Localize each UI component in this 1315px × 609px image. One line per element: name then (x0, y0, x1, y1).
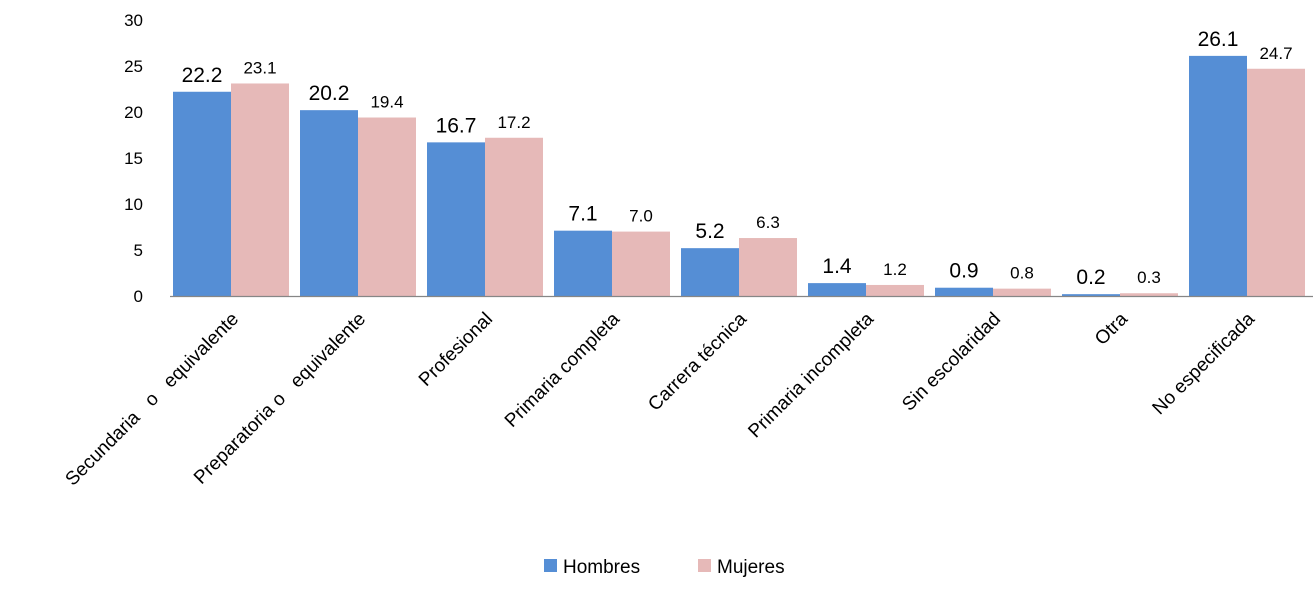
y-axis: 0 5 10 15 20 25 30 (124, 11, 143, 306)
data-label-hombres: 20.2 (309, 82, 350, 105)
bar-mujeres (1120, 293, 1178, 296)
bar-hombres (935, 287, 993, 296)
category-label: Profesional (415, 309, 497, 391)
data-label-mujeres: 0.3 (1137, 268, 1161, 287)
bar-hombres (1189, 55, 1247, 296)
category-label: Carrera técnica (644, 308, 751, 415)
bar-hombres (173, 91, 231, 296)
legend-label-mujeres: Mujeres (717, 557, 785, 578)
category-label: Primaria completa (501, 308, 624, 431)
data-label-hombres: 5.2 (695, 220, 724, 243)
data-label-mujeres: 0.8 (1010, 264, 1034, 283)
category-label: No especificada (1149, 308, 1260, 419)
bar-mujeres (231, 83, 289, 296)
data-labels: 22.2 23.1 20.2 19.4 16.7 17.2 7.1 7.0 5.2 6.3 1.4 1… (182, 28, 1293, 289)
bar-mujeres (358, 117, 416, 297)
bar-mujeres (739, 238, 797, 296)
bar-hombres (427, 142, 485, 296)
legend-swatch-mujeres (698, 559, 711, 572)
data-label-mujeres: 7.0 (629, 207, 653, 226)
y-tick-label: 30 (124, 11, 143, 30)
y-tick-label: 25 (124, 57, 143, 76)
data-label-hombres: 0.2 (1076, 266, 1105, 289)
data-label-mujeres: 19.4 (370, 93, 403, 112)
data-label-hombres: 16.7 (436, 114, 477, 137)
bar-hombres (681, 248, 739, 296)
bar-hombres (300, 110, 358, 296)
bar-mujeres (485, 137, 543, 296)
bar-mujeres (866, 284, 924, 296)
data-label-hombres: 1.4 (822, 255, 852, 278)
y-tick-label: 10 (124, 195, 143, 214)
data-label-hombres: 7.1 (568, 203, 597, 226)
category-label: Primaria incompleta (744, 308, 878, 442)
data-label-mujeres: 17.2 (497, 113, 530, 132)
legend-swatch-hombres (544, 559, 557, 572)
data-label-mujeres: 1.2 (883, 260, 907, 279)
legend-label-hombres: Hombres (563, 557, 640, 578)
data-label-hombres: 0.9 (949, 260, 978, 283)
bar-mujeres (1247, 68, 1305, 296)
bar-hombres (554, 230, 612, 296)
data-label-mujeres: 6.3 (756, 213, 780, 232)
data-label-mujeres: 24.7 (1259, 44, 1292, 63)
y-tick-label: 20 (124, 103, 143, 122)
bar-mujeres (612, 231, 670, 296)
category-label: Sin escolaridad (898, 309, 1005, 416)
y-tick-label: 5 (134, 241, 143, 260)
data-label-hombres: 22.2 (182, 64, 223, 87)
category-label: Otra (1091, 308, 1132, 349)
data-label-mujeres: 23.1 (243, 58, 276, 77)
bar-hombres (1062, 294, 1120, 296)
bar-hombres (808, 283, 866, 296)
bars (173, 55, 1305, 297)
y-tick-label: 0 (134, 287, 143, 306)
bar-mujeres (993, 288, 1051, 296)
data-label-hombres: 26.1 (1198, 28, 1239, 51)
legend: Hombres Mujeres (544, 557, 785, 578)
y-tick-label: 15 (124, 149, 143, 168)
